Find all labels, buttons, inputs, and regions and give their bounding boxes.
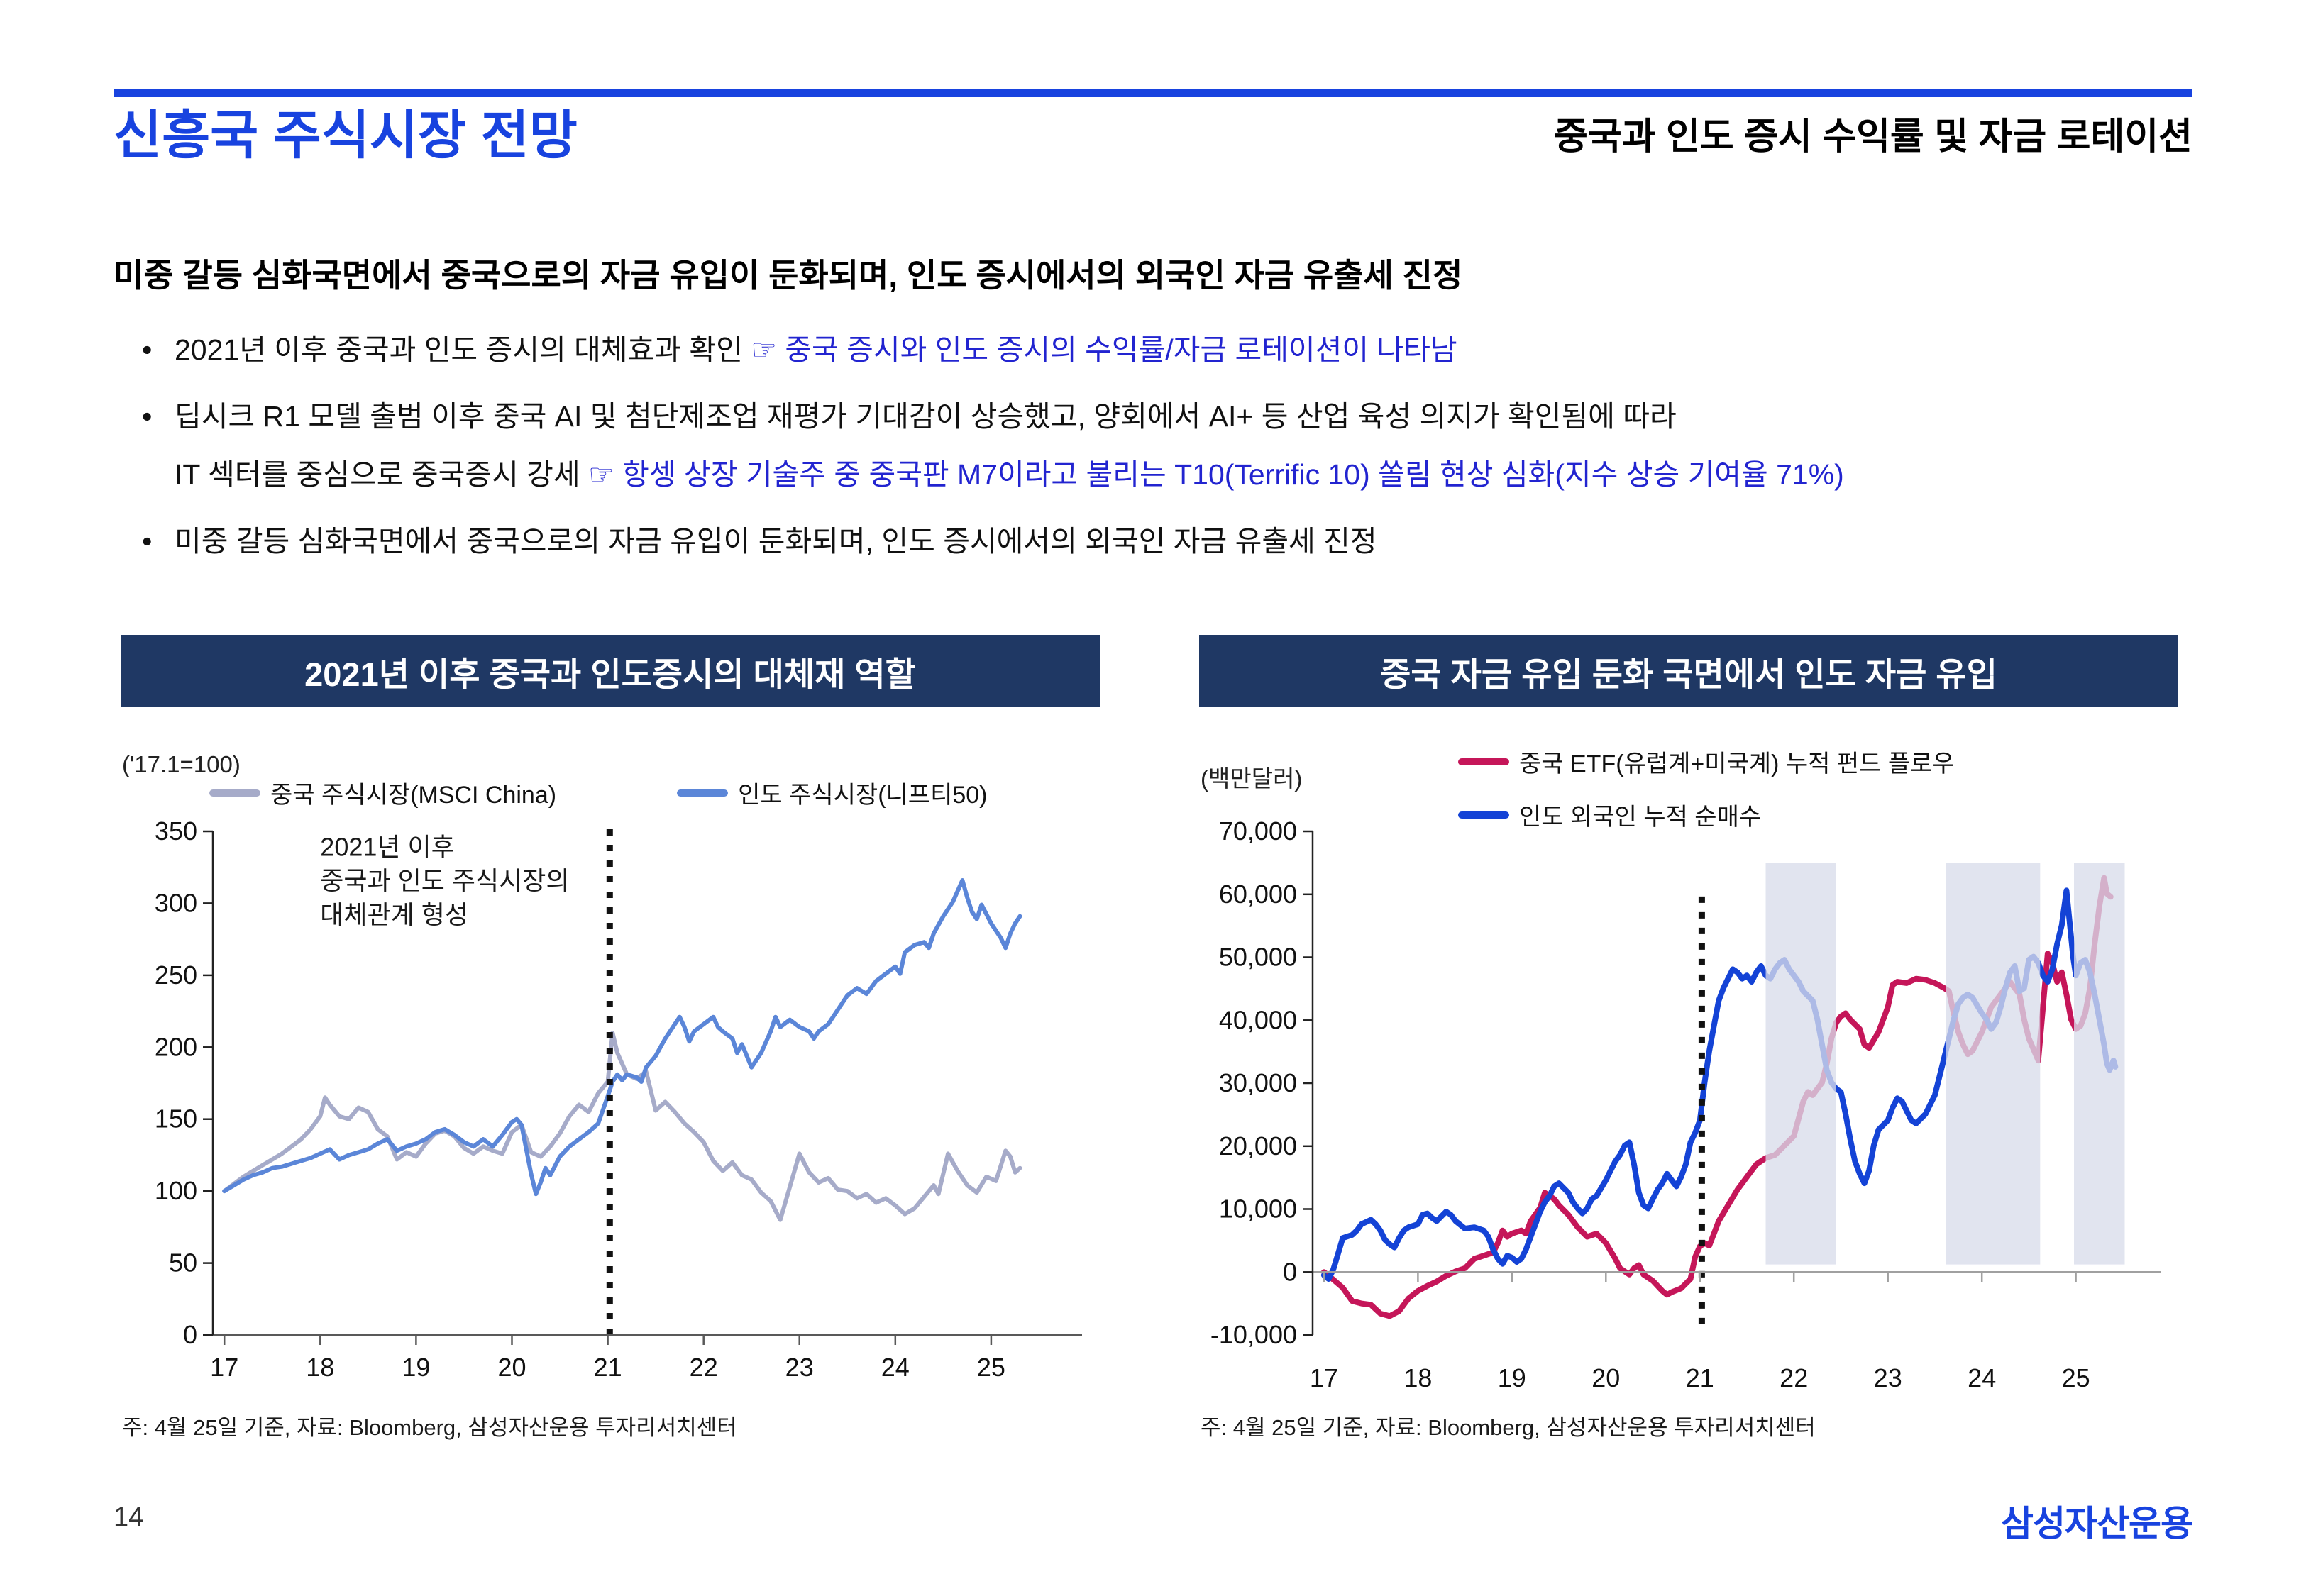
svg-text:22: 22 (690, 1353, 718, 1382)
svg-text:19: 19 (402, 1353, 430, 1382)
lead-text: 미중 갈등 심화국면에서 중국으로의 자금 유입이 둔화되며, 인도 증시에서의… (114, 257, 1463, 294)
svg-text:40,000: 40,000 (1219, 1005, 1297, 1034)
svg-text:18: 18 (306, 1353, 334, 1382)
svg-text:60,000: 60,000 (1219, 880, 1297, 909)
chart-legend: 중국 주식시장(MSCI China) 인도 주식시장(니프티50) (209, 775, 988, 810)
svg-text:17: 17 (1310, 1363, 1338, 1392)
legend-item: 중국 ETF(유럽계+미국계) 누적 펀드 플로우 (1458, 744, 1955, 779)
page-number: 14 (114, 1502, 144, 1532)
svg-text:19: 19 (1498, 1363, 1526, 1392)
svg-text:18: 18 (1403, 1363, 1432, 1392)
svg-text:21: 21 (1686, 1363, 1714, 1392)
line-chart-flows: 17 18 19 20 21 22 23 24 25 -10,000 0 10,000 20,000 30… (1210, 816, 2161, 1392)
svg-text:0: 0 (1283, 1257, 1297, 1286)
axis-unit-label: (백만달러) (1201, 765, 1303, 792)
legend-label: 중국 ETF(유럽계+미국계) 누적 펀드 플로우 (1519, 750, 1955, 777)
svg-text:50: 50 (169, 1248, 197, 1278)
bullet-highlight: ☞ 중국 증시와 인도 증시의 수익률/자금 로테이션이 나타남 (751, 333, 1457, 366)
legend-item: 인도 외국인 누적 순매수 (1458, 797, 1955, 832)
chart-panel-right: 중국 자금 유입 둔화 국면에서 인도 자금 유입 (백만달러) 중국 ETF(… (1199, 635, 2178, 1445)
bullet-item: 딥시크 R1 모델 출범 이후 중국 AI 및 첨단제조업 재평가 기대감이 상… (142, 387, 2200, 504)
svg-text:-10,000: -10,000 (1210, 1320, 1297, 1349)
axis-unit-label: ('17.1=100) (122, 751, 241, 777)
svg-text:중국과 인도 주식시장의: 중국과 인도 주식시장의 (320, 866, 569, 895)
svg-text:23: 23 (785, 1353, 814, 1382)
svg-text:20: 20 (497, 1353, 526, 1382)
legend-item: 인도 주식시장(니프티50) (677, 775, 988, 810)
svg-text:22: 22 (1780, 1363, 1808, 1392)
svg-text:25: 25 (977, 1353, 1005, 1382)
top-rule (114, 89, 2192, 97)
svg-text:25: 25 (2062, 1363, 2090, 1392)
legend-label: 중국 주식시장(MSCI China) (270, 782, 557, 809)
chart-card: (백만달러) 중국 ETF(유럽계+미국계) 누적 펀드 플로우 인도 외국인 … (1199, 707, 2178, 1445)
svg-text:23: 23 (1874, 1363, 1902, 1392)
legend-swatch-india (677, 789, 729, 797)
svg-text:20,000: 20,000 (1219, 1131, 1297, 1160)
chart-card: ('17.1=100) 중국 주식시장(MSCI China) 인도 주식시장(… (121, 707, 1100, 1445)
page-subtitle: 중국과 인도 증시 수익률 및 자금 로테이션 (1554, 116, 2192, 158)
svg-text:대체관계 형성: 대체관계 형성 (320, 900, 468, 929)
svg-text:30,000: 30,000 (1219, 1068, 1297, 1097)
bullet-item: 2021년 이후 중국과 인도 증시의 대체효과 확인 ☞ 중국 증시와 인도 … (142, 321, 2200, 379)
chart-banner: 중국 자금 유입 둔화 국면에서 인도 자금 유입 (1199, 635, 2178, 707)
bullet-text: 2021년 이후 중국과 인도 증시의 대체효과 확인 (175, 333, 751, 366)
bullet-list: 2021년 이후 중국과 인도 증시의 대체효과 확인 ☞ 중국 증시와 인도 … (142, 321, 2200, 579)
svg-text:200: 200 (155, 1032, 197, 1061)
legend-swatch-china (209, 789, 260, 797)
chart-banner: 2021년 이후 중국과 인도증시의 대체재 역할 (121, 635, 1100, 707)
svg-text:50,000: 50,000 (1219, 943, 1297, 972)
legend-label: 인도 외국인 누적 순매수 (1519, 804, 1762, 831)
legend-swatch-india-foreign (1458, 811, 1509, 819)
legend-label: 인도 주식시장(니프티50) (738, 782, 988, 809)
header: 신흥국 주식시장 전망 중국과 인도 증시 수익률 및 자금 로테이션 (114, 106, 2192, 165)
page-title: 신흥국 주식시장 전망 (114, 106, 578, 165)
line-chart-index: 17 18 19 20 21 22 23 24 250501001502002503003502… (155, 816, 1082, 1382)
svg-text:70,000: 70,000 (1219, 816, 1297, 846)
chart-footnote: 주: 4월 25일 기준, 자료: Bloomberg, 삼성자산운용 투자리서… (122, 1415, 737, 1440)
bullet-text: 미중 갈등 심화국면에서 중국으로의 자금 유입이 둔화되며, 인도 증시에서의… (175, 525, 1377, 558)
svg-text:300: 300 (155, 888, 197, 917)
svg-text:17: 17 (210, 1353, 238, 1382)
svg-text:10,000: 10,000 (1219, 1195, 1297, 1224)
svg-text:350: 350 (155, 816, 197, 846)
svg-text:0: 0 (183, 1320, 197, 1349)
svg-text:250: 250 (155, 960, 197, 990)
legend-swatch-china-etf (1458, 758, 1509, 765)
legend-item: 중국 주식시장(MSCI China) (209, 775, 556, 810)
bullet-item: 미중 갈등 심화국면에서 중국으로의 자금 유입이 둔화되며, 인도 증시에서의… (142, 512, 2200, 570)
company-logo: 삼성자산운용 (2001, 1504, 2193, 1544)
svg-text:24: 24 (881, 1353, 910, 1382)
chart-footnote: 주: 4월 25일 기준, 자료: Bloomberg, 삼성자산운용 투자리서… (1201, 1415, 1816, 1440)
bullet-highlight: ☞ 항셍 상장 기술주 중 중국판 M7이라고 불리는 T10(Terrific… (588, 458, 1844, 491)
bullet-text: 딥시크 R1 모델 출범 이후 중국 AI 및 첨단제조업 재평가 기대감이 상… (175, 400, 1677, 491)
svg-text:2021년 이후: 2021년 이후 (320, 833, 454, 862)
svg-text:20: 20 (1591, 1363, 1620, 1392)
chart-panel-left: 2021년 이후 중국과 인도증시의 대체재 역할 ('17.1=100) 중국… (121, 635, 1100, 1445)
svg-text:100: 100 (155, 1176, 197, 1205)
svg-text:21: 21 (594, 1353, 622, 1382)
svg-text:24: 24 (1968, 1363, 1996, 1392)
chart-legend: 중국 ETF(유럽계+미국계) 누적 펀드 플로우 인도 외국인 누적 순매수 (1458, 744, 1955, 832)
svg-text:150: 150 (155, 1104, 197, 1134)
